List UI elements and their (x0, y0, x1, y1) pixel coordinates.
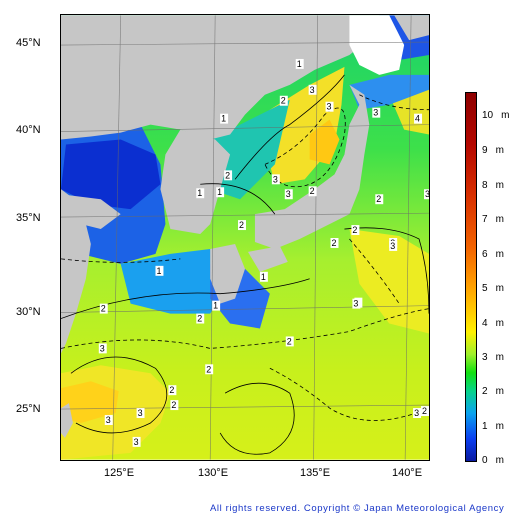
land-hokkaido (349, 15, 405, 75)
contour-label: 3 (286, 189, 291, 199)
high-wave-zone-east (349, 229, 429, 334)
contour-label: 3 (425, 189, 430, 199)
contour-label: 1 (297, 59, 302, 69)
low-wave-zone-east-china-sea (120, 248, 226, 314)
contour-label: 2 (332, 238, 337, 248)
contour-label: 1 (213, 301, 218, 311)
contour-label: 2 (169, 385, 174, 395)
contour-label: 3 (414, 408, 419, 418)
contour-label: 3 (100, 343, 105, 353)
lat-label-40: 40°N (16, 124, 41, 136)
contour-label: 3 (353, 299, 358, 309)
contour-label: 1 (217, 187, 222, 197)
wave-height-legend-bar (465, 92, 477, 462)
contour-label: 2 (352, 225, 357, 235)
contour-label: 2 (206, 364, 211, 374)
contour-label: 2 (422, 406, 427, 416)
land-shikoku (247, 245, 288, 272)
contour-label: 1 (221, 114, 226, 124)
land-kyushu (210, 243, 245, 304)
contour-label: 2 (287, 336, 292, 346)
contour-label: 1 (156, 266, 161, 276)
contour-label: 3 (138, 408, 143, 418)
contour-label: 2 (225, 170, 230, 180)
land-honshu (254, 84, 370, 249)
contour-label: 2 (310, 186, 315, 196)
land-sakhalin-tip (394, 15, 429, 41)
lon-label-130: 130°E (197, 467, 229, 479)
contour-label: 2 (376, 194, 381, 204)
lon-label-135: 135°E (299, 467, 331, 479)
wave-height-map: 1 1 2 2 2 3 3 3 3 2 1 2 3 3 4 3 2 2 3 1 … (60, 14, 430, 461)
lat-label-45: 45°N (16, 37, 41, 49)
contour-label: 1 (197, 188, 202, 198)
low-wave-zone-bohai (61, 139, 161, 210)
contour-labels: 1 1 2 2 2 3 3 3 3 2 1 2 3 3 4 3 2 2 3 1 … (98, 59, 430, 447)
low-wave-zone-hokkaido (349, 74, 429, 110)
copyright-notice: All rights reserved. Copyright © Japan M… (210, 503, 505, 514)
contour-label: 3 (273, 174, 278, 184)
high-wave-zone-japan-sea-core (309, 119, 340, 165)
lat-label-25: 25°N (16, 403, 41, 415)
contour-label: 3 (310, 85, 315, 95)
contour-label: 2 (101, 304, 106, 314)
lon-label-140: 140°E (391, 467, 423, 479)
lat-label-35: 35°N (16, 212, 41, 224)
lon-label-125: 125°E (103, 467, 135, 479)
contour-label: 2 (197, 314, 202, 324)
graticule (61, 15, 429, 460)
contour-label: 1 (261, 272, 266, 282)
contour-label: 3 (373, 108, 378, 118)
contour-label: 2 (281, 96, 286, 106)
contour-label: 2 (239, 220, 244, 230)
lat-label-30: 30°N (16, 306, 41, 318)
contour-label: 2 (171, 400, 176, 410)
legend-label-10: 10 m (482, 110, 510, 121)
contour-label: 3 (390, 241, 395, 251)
land-korea-peninsula (160, 129, 231, 235)
land-korea-china-north (61, 15, 380, 140)
contour-label: 3 (134, 437, 139, 447)
contour-label: 4 (415, 114, 420, 124)
land-taiwan (61, 403, 73, 438)
contour-label: 3 (327, 102, 332, 112)
high-wave-zone-southwest (61, 381, 119, 423)
contour-label: 3 (106, 415, 111, 425)
